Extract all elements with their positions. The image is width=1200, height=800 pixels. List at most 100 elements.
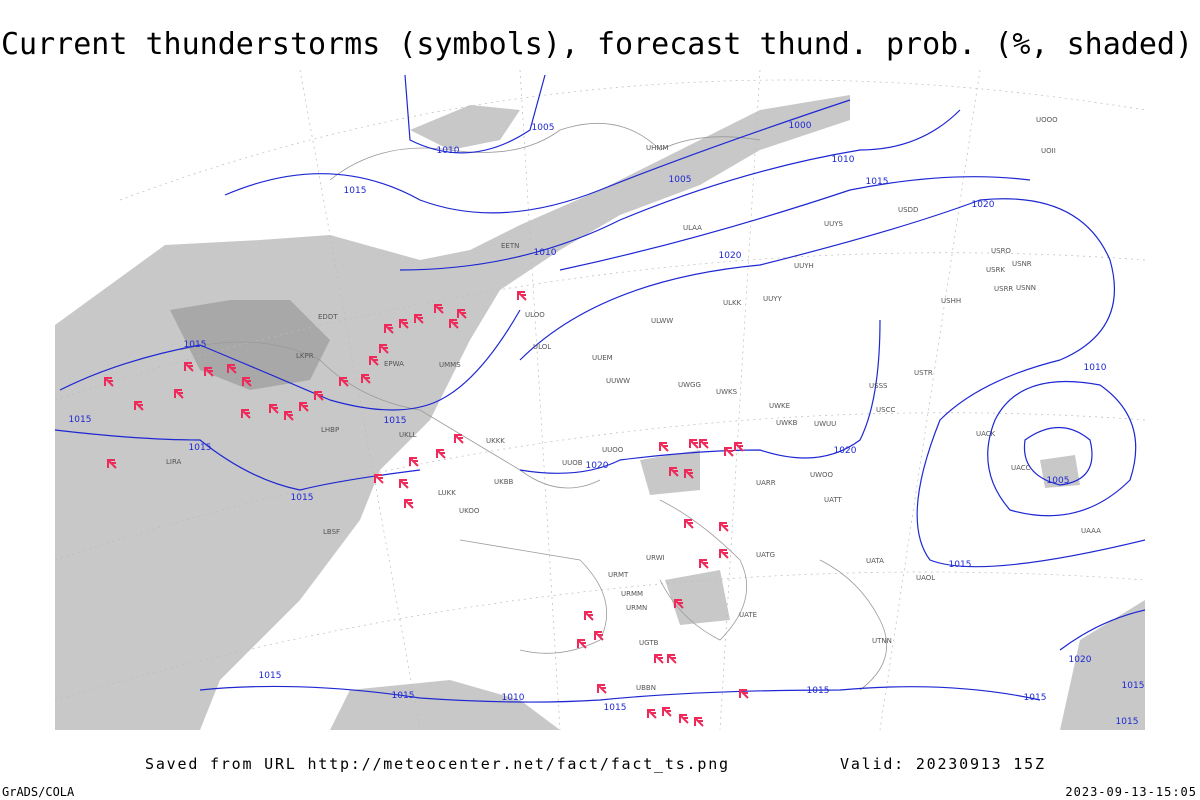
station-code: USTR	[914, 369, 933, 377]
station-code: USDD	[898, 206, 918, 214]
station-code: URMM	[621, 590, 643, 598]
isobar-label: 1015	[392, 691, 415, 701]
station-code: URWI	[646, 554, 665, 562]
storm-symbol	[662, 707, 672, 717]
storm-symbol	[669, 467, 679, 477]
isobar-label: 1015	[1024, 693, 1047, 703]
storm-symbol	[594, 631, 604, 641]
storm-symbol	[659, 442, 669, 452]
storm-symbol	[369, 356, 379, 366]
isobar-label: 1015	[866, 177, 889, 187]
station-code: USRR	[994, 285, 1013, 293]
station-code: UGTB	[639, 639, 659, 647]
station-code: URMN	[626, 604, 647, 612]
station-code: EPWA	[384, 360, 404, 368]
storm-symbol	[299, 402, 309, 412]
station-code: LKPR	[296, 352, 314, 360]
storm-symbol	[242, 377, 252, 387]
storm-symbol	[647, 709, 657, 719]
station-code: URMT	[608, 571, 629, 579]
station-code: UATT	[824, 496, 843, 504]
isobar-label: 1015	[807, 686, 830, 696]
station-code: EETN	[501, 242, 519, 250]
isobar-label: 1015	[184, 340, 207, 350]
station-code: UWKE	[769, 402, 790, 410]
storm-symbol	[739, 689, 749, 699]
station-code: LHBP	[321, 426, 339, 434]
isobars	[54, 74, 1146, 703]
station-code: UAAA	[1081, 527, 1101, 535]
station-code: ULAA	[683, 224, 702, 232]
shading	[55, 95, 1145, 730]
isobar-label: 1015	[189, 443, 212, 453]
isobar-label: 1005	[1047, 476, 1070, 486]
isobar-label: 1015	[1122, 681, 1145, 691]
station-code: USRK	[986, 266, 1005, 274]
station-code: UTNN	[872, 637, 892, 645]
storm-symbol	[699, 439, 709, 449]
station-code: UATE	[739, 611, 757, 619]
storm-symbol	[361, 374, 371, 384]
station-code: ULKK	[723, 299, 742, 307]
station-code: UWKS	[716, 388, 738, 396]
title: Current thunderstorms (symbols), forecas…	[1, 27, 1193, 62]
station-code: USNN	[1016, 284, 1036, 292]
storm-symbol	[374, 474, 384, 484]
isobar-label: 1010	[1084, 363, 1107, 373]
storm-symbol	[314, 391, 324, 401]
station-code: UWKB	[776, 419, 798, 427]
station-code: USNR	[1012, 260, 1032, 268]
isobar-label: 1020	[834, 446, 857, 456]
isobar-label: 1015	[604, 703, 627, 713]
storm-symbol	[269, 404, 279, 414]
storm-symbol	[684, 519, 694, 529]
storm-symbol	[174, 389, 184, 399]
station-labels: ULAA UUYS UUYH ULKK UUYY ULWW UUEM UUWW UWGG UWKS…	[166, 116, 1101, 692]
isobar-label: 1010	[502, 693, 525, 703]
station-code: UOII	[1041, 147, 1056, 155]
station-code: ULOL	[533, 343, 551, 351]
isobar-label: 1005	[532, 123, 555, 133]
probability-area	[410, 105, 520, 150]
station-code: ULOO	[525, 311, 545, 319]
station-code: UKKK	[486, 437, 505, 445]
station-code: USSS	[869, 382, 888, 390]
station-code: UHMM	[646, 144, 668, 152]
station-code: USHH	[941, 297, 961, 305]
storm-symbol	[284, 411, 294, 421]
probability-area	[55, 95, 850, 730]
timestamp: 2023-09-13-15:05	[1065, 785, 1197, 799]
storm-symbol	[679, 714, 689, 724]
storm-symbol	[667, 654, 677, 664]
station-code: UUOO	[602, 446, 624, 454]
storm-symbol	[436, 449, 446, 459]
isobar-label: 1015	[344, 186, 367, 196]
storm-symbol	[241, 409, 251, 419]
probability-area	[1060, 600, 1145, 730]
software-credit: GrADS/COLA	[2, 785, 75, 799]
storm-symbol	[339, 377, 349, 387]
storm-symbol	[384, 324, 394, 334]
station-code: UATG	[756, 551, 775, 559]
station-code: UUOB	[562, 459, 583, 467]
storm-symbol	[414, 314, 424, 324]
storm-symbol	[379, 344, 389, 354]
storm-symbol	[134, 401, 144, 411]
station-code: UACC	[1011, 464, 1031, 472]
valid-time: Valid: 20230913 15Z	[840, 755, 1046, 773]
storm-symbol	[409, 457, 419, 467]
storm-symbol	[204, 367, 214, 377]
storm-symbol	[399, 479, 409, 489]
station-code: UKOO	[459, 507, 480, 515]
station-code: UWGG	[678, 381, 701, 389]
isobar-label: 1010	[832, 155, 855, 165]
storm-symbol	[399, 319, 409, 329]
station-code: UARR	[756, 479, 776, 487]
source-url: Saved from URL http://meteocenter.net/fa…	[145, 755, 730, 773]
isobar-label: 1015	[69, 415, 92, 425]
storm-symbol	[107, 459, 117, 469]
isobar-label: 1000	[789, 121, 812, 131]
isobar-label: 1020	[1069, 655, 1092, 665]
station-code: UACK	[976, 430, 996, 438]
